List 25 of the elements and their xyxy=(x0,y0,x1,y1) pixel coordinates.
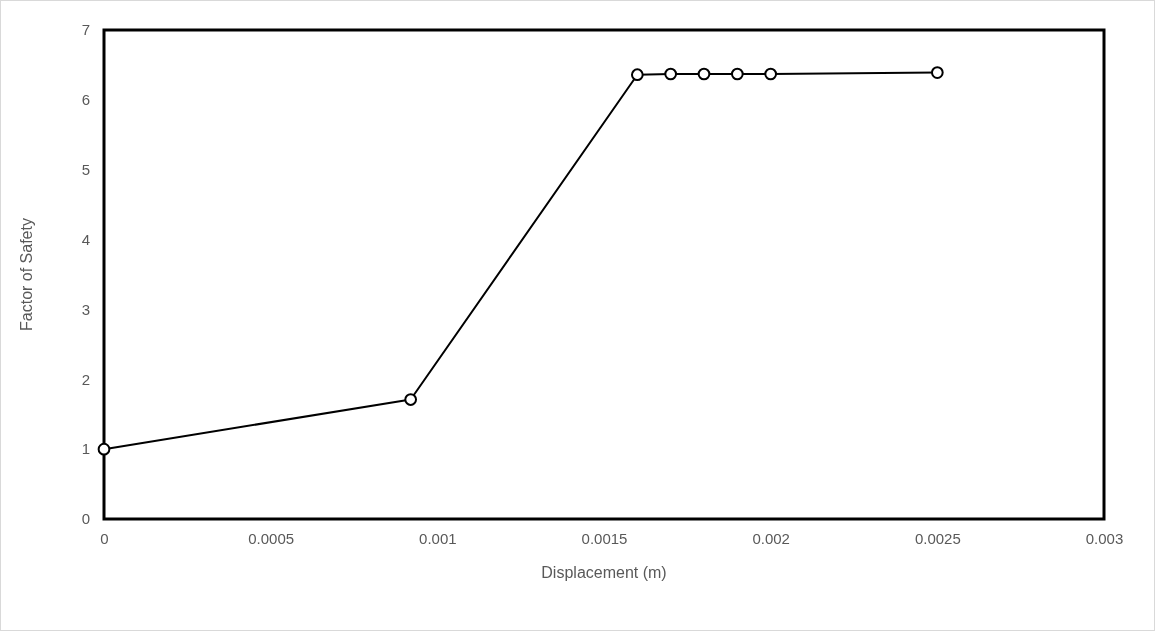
x-tick-label: 0.0005 xyxy=(248,529,295,547)
x-tick-label: 0.001 xyxy=(419,529,457,547)
y-tick-label: 4 xyxy=(81,230,90,248)
x-tick-label: 0.003 xyxy=(1085,529,1124,547)
y-tick-label: 6 xyxy=(81,91,90,109)
y-tick-label: 1 xyxy=(81,440,90,458)
x-tick-label: 0.0015 xyxy=(581,529,628,547)
point xyxy=(97,442,111,456)
point xyxy=(764,67,778,81)
x-tick-label: 0.002 xyxy=(752,529,790,547)
x-axis-title: Displacement (m) xyxy=(541,564,667,581)
y-tick-label: 5 xyxy=(81,161,90,179)
x-tick-label: 0.0025 xyxy=(914,529,961,547)
point xyxy=(404,393,418,406)
y-axis-title: Factor of Safety xyxy=(18,218,35,331)
y-tick-label: 0 xyxy=(81,510,90,528)
point xyxy=(930,66,944,79)
point xyxy=(664,67,678,81)
x-tick-label: 0 xyxy=(100,529,109,547)
point xyxy=(630,68,644,82)
point xyxy=(697,67,711,81)
y-tick-label: 7 xyxy=(81,21,90,39)
y-tick-label: 2 xyxy=(81,370,90,388)
point xyxy=(730,67,744,81)
y-tick-label: 3 xyxy=(81,300,90,318)
